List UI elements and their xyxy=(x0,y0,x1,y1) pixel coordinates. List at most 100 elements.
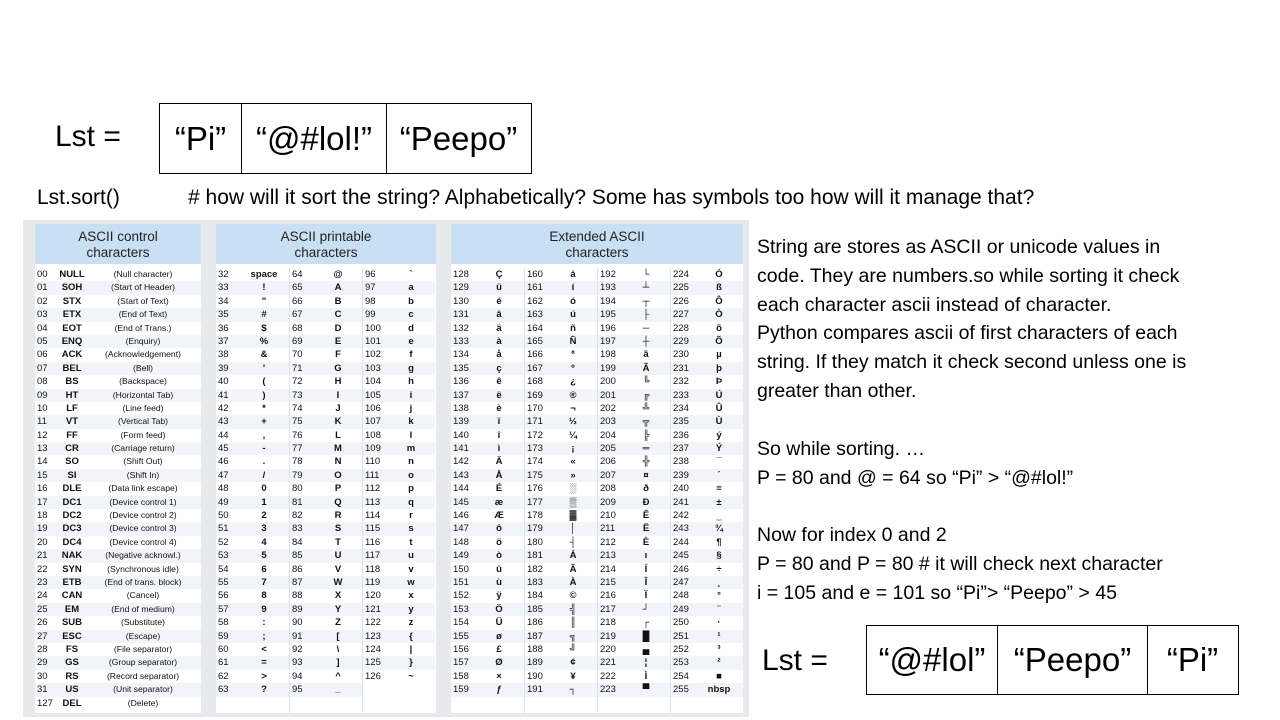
ascii-code: 30 xyxy=(37,670,48,682)
result-list-item: “Pi” xyxy=(1166,641,1219,678)
ascii-extended-row: 208 ð xyxy=(598,482,670,495)
ascii-code: 16 xyxy=(37,483,48,495)
ascii-control-row: 15 SI (Shift In) xyxy=(35,468,201,483)
ascii-code: 148 xyxy=(453,536,469,548)
ascii-abbrev: ACK xyxy=(61,349,83,361)
ascii-char: ┐ xyxy=(569,684,577,696)
ascii-abbrev: FF xyxy=(66,429,78,441)
top-list-label: Lst = xyxy=(55,120,121,153)
ascii-abbrev: ETB xyxy=(62,576,82,588)
top-list-item: “Pi” xyxy=(160,104,242,173)
ascii-char: _ xyxy=(335,684,341,696)
ascii-code: 88 xyxy=(292,590,303,602)
ascii-code: 188 xyxy=(527,643,543,655)
ascii-char: ╩ xyxy=(642,402,650,414)
ascii-control-row: 02 STX (Start of Text) xyxy=(35,295,201,308)
ascii-code: 67 xyxy=(292,309,303,321)
ascii-char: . xyxy=(262,456,266,468)
ascii-description: (Enquiry) xyxy=(125,335,161,346)
ascii-code: 139 xyxy=(453,416,469,428)
ascii-description: (Shift Out) xyxy=(123,456,163,467)
ascii-printable-row: 102 f xyxy=(363,348,435,361)
ascii-char: ; xyxy=(262,630,266,642)
ascii-char: c xyxy=(408,309,414,321)
ascii-printable-row: 38 & xyxy=(216,348,289,361)
ascii-code: 177 xyxy=(527,496,543,508)
ascii-char: ┤ xyxy=(569,536,577,548)
ascii-code: 132 xyxy=(453,322,469,334)
ascii-abbrev: BS xyxy=(65,376,79,388)
ascii-code: 237 xyxy=(673,443,689,455)
ascii-code: 48 xyxy=(218,483,229,495)
ascii-extended-row: 194 ┬ xyxy=(598,295,670,308)
ascii-code: 07 xyxy=(37,362,48,374)
top-list-item: “@#lol!” xyxy=(242,104,387,173)
ascii-char: | xyxy=(409,643,413,655)
ascii-extended-row: 223 ▀ xyxy=(598,683,670,697)
ascii-char: Î xyxy=(644,576,648,588)
ascii-char: f xyxy=(409,349,413,361)
ascii-char: P xyxy=(334,483,342,495)
ascii-code: 91 xyxy=(292,630,303,642)
ascii-control-row: 25 EM (End of medium) xyxy=(35,602,201,617)
result-list-label: Lst = xyxy=(762,644,828,677)
ascii-char: Ù xyxy=(715,416,723,428)
ascii-printable-row: 114 r xyxy=(363,509,435,522)
ascii-code: 99 xyxy=(365,309,376,321)
ascii-char: Ü xyxy=(495,617,503,629)
ascii-code: 92 xyxy=(292,643,303,655)
ascii-description: (Null character) xyxy=(113,269,173,279)
ascii-char: £ xyxy=(496,643,502,655)
ascii-code: 181 xyxy=(527,550,543,562)
ascii-code: 101 xyxy=(365,335,381,347)
ascii-code: 128 xyxy=(453,269,469,280)
ascii-extended-row: 141 ì xyxy=(451,442,524,456)
ascii-control-title-2: characters xyxy=(86,245,150,260)
ascii-char: C xyxy=(334,309,342,321)
ascii-char: Ú xyxy=(715,389,723,401)
ascii-code: 23 xyxy=(37,576,48,588)
ascii-extended-row: 142 Ä xyxy=(451,455,524,468)
ascii-extended-row: 224 Ó xyxy=(671,268,743,281)
ascii-extended-row: 168 ¿ xyxy=(525,375,597,388)
ascii-code: 127 xyxy=(37,697,53,709)
ascii-abbrev: DC4 xyxy=(62,536,82,548)
ascii-printable-row: 95 _ xyxy=(290,683,362,697)
ascii-char: È xyxy=(642,536,650,548)
ascii-code: 240 xyxy=(673,483,689,495)
ascii-char: } xyxy=(409,657,413,669)
ascii-char: Ý xyxy=(715,443,723,455)
ascii-printable-row: 50 2 xyxy=(216,509,289,522)
ascii-extended-column: 128 Ç 129 ü 130 é 131 â 132 ä 133 à 134 å 135 ç 136 ê 137 ë… xyxy=(451,268,524,713)
ascii-control-row: 04 EOT (End of Trans.) xyxy=(35,322,201,335)
ascii-printable-row: 37% xyxy=(216,334,289,349)
ascii-extended-row: 205 ═ xyxy=(598,442,670,456)
ascii-char: space xyxy=(250,269,278,280)
explanation-paragraph-3: Now for index 0 and 2 P = 80 and P = 80 #… xyxy=(757,521,1163,607)
ascii-code: 108 xyxy=(365,429,381,441)
ascii-description: (Negative acknowl.) xyxy=(105,550,181,561)
explanation-line: Now for index 0 and 2 xyxy=(757,524,947,546)
ascii-printable-row: 32 space xyxy=(216,268,289,281)
ascii-code: 191 xyxy=(527,684,543,696)
ascii-code: 215 xyxy=(600,576,616,588)
ascii-char: ¦ xyxy=(644,657,648,669)
ascii-code: 28 xyxy=(37,643,48,655)
ascii-code: 94 xyxy=(292,670,303,682)
ascii-code: 175 xyxy=(527,469,543,481)
ascii-code: 09 xyxy=(37,389,48,401)
ascii-code: 42 xyxy=(218,402,229,414)
ascii-code: 57 xyxy=(218,603,229,615)
ascii-code: 255 xyxy=(673,684,689,696)
ascii-code: 220 xyxy=(600,643,616,655)
ascii-code: 25 xyxy=(37,603,48,615)
ascii-code: 98 xyxy=(365,295,376,307)
ascii-char: Ê xyxy=(642,510,650,522)
ascii-char: Í xyxy=(644,563,648,575)
ascii-printable-row: 57 9 xyxy=(216,602,289,617)
ascii-code: 17 xyxy=(37,496,48,508)
ascii-printable-row: 41) xyxy=(216,388,289,402)
ascii-char: î xyxy=(497,429,501,441)
ascii-printable-row: 67 C xyxy=(290,308,362,322)
ascii-extended-row: 239 ´ xyxy=(671,468,743,483)
